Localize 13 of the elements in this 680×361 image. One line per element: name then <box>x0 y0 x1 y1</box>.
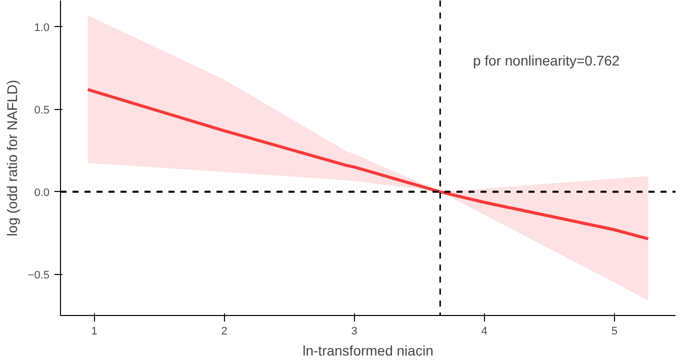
x-tick-label: 5 <box>611 326 618 338</box>
y-tick-label: −0.5 <box>28 269 50 282</box>
y-axis-title: log (odd ratio for NAFLD) <box>4 80 20 236</box>
x-axis-title: ln-transformed niacin <box>302 342 434 358</box>
annotation: p for nonlinearity=0.762 <box>472 52 620 68</box>
y-tick-label: 0.0 <box>34 186 50 199</box>
y-tick-label: 1.0 <box>34 22 50 34</box>
x-tick-label: 3 <box>351 326 358 338</box>
line-series <box>86 88 650 240</box>
x-tick-label: 2 <box>221 326 228 338</box>
x-tick-label: 1 <box>91 326 98 338</box>
x-tick-label: 4 <box>481 326 488 338</box>
y-tick-label: 0.5 <box>34 104 50 116</box>
